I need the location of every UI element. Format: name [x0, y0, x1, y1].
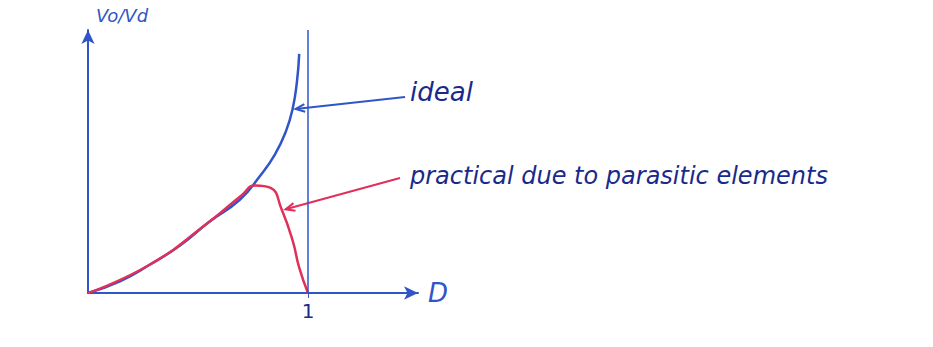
svg-text:1: 1: [302, 299, 315, 323]
svg-text:Vo/Vd: Vo/Vd: [96, 5, 149, 26]
svg-text:D: D: [428, 278, 448, 308]
svg-text:practical due to parasitic ele: practical due to parasitic elements: [409, 162, 828, 190]
svg-text:ideal: ideal: [410, 77, 474, 107]
